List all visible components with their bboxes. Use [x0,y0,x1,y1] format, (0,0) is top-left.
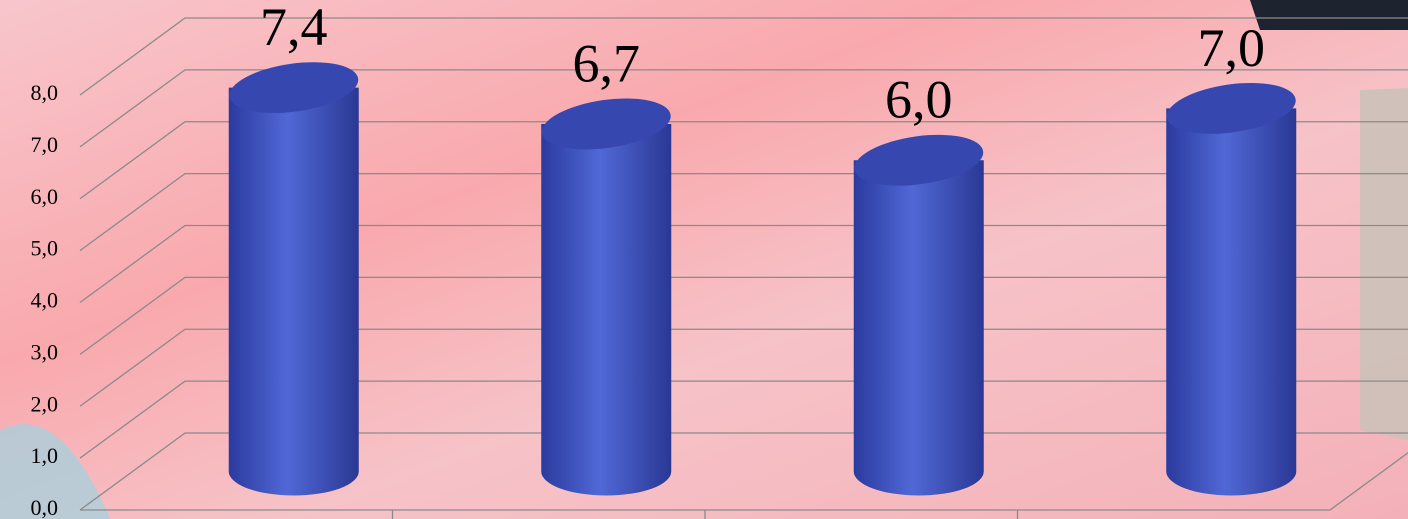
photo [1360,88,1408,440]
y-tick-label: 1,0 [31,443,59,468]
bar-top [854,134,984,186]
y-tick-label: 8,0 [31,80,59,105]
decoration [0,423,110,519]
data-label: 7,0 [1198,18,1266,78]
y-tick-label: 0,0 [31,495,59,519]
grid-line [79,328,1408,407]
y-tick-label: 2,0 [31,391,59,416]
bar [541,98,672,496]
data-label: 6,0 [885,70,953,130]
grid-line [79,432,1408,511]
bar-top [541,98,671,150]
data-label: 6,7 [573,33,641,93]
bar-body [228,87,359,496]
bar [853,134,984,496]
bar [228,62,359,496]
grid-line [79,276,1408,355]
grid-line [79,121,1408,200]
grid-line [79,69,1408,148]
y-tick-label: 6,0 [31,184,59,209]
floor-edge [80,451,1408,511]
grid-line [79,17,1408,96]
y-tick-label: 5,0 [31,236,59,261]
bar-body [541,123,672,496]
photo [1250,0,1408,30]
bar-top [1166,82,1296,134]
bar [1166,82,1297,496]
grid-line [79,380,1408,459]
bar-top [229,62,359,114]
y-tick-label: 7,0 [31,132,59,157]
bar-body [1166,108,1297,496]
data-label: 7,4 [260,0,328,57]
grid-line [79,224,1408,304]
y-tick-label: 4,0 [31,288,59,313]
bar-body [853,160,984,496]
y-tick-label: 3,0 [31,339,59,364]
grid-line [79,172,1408,252]
